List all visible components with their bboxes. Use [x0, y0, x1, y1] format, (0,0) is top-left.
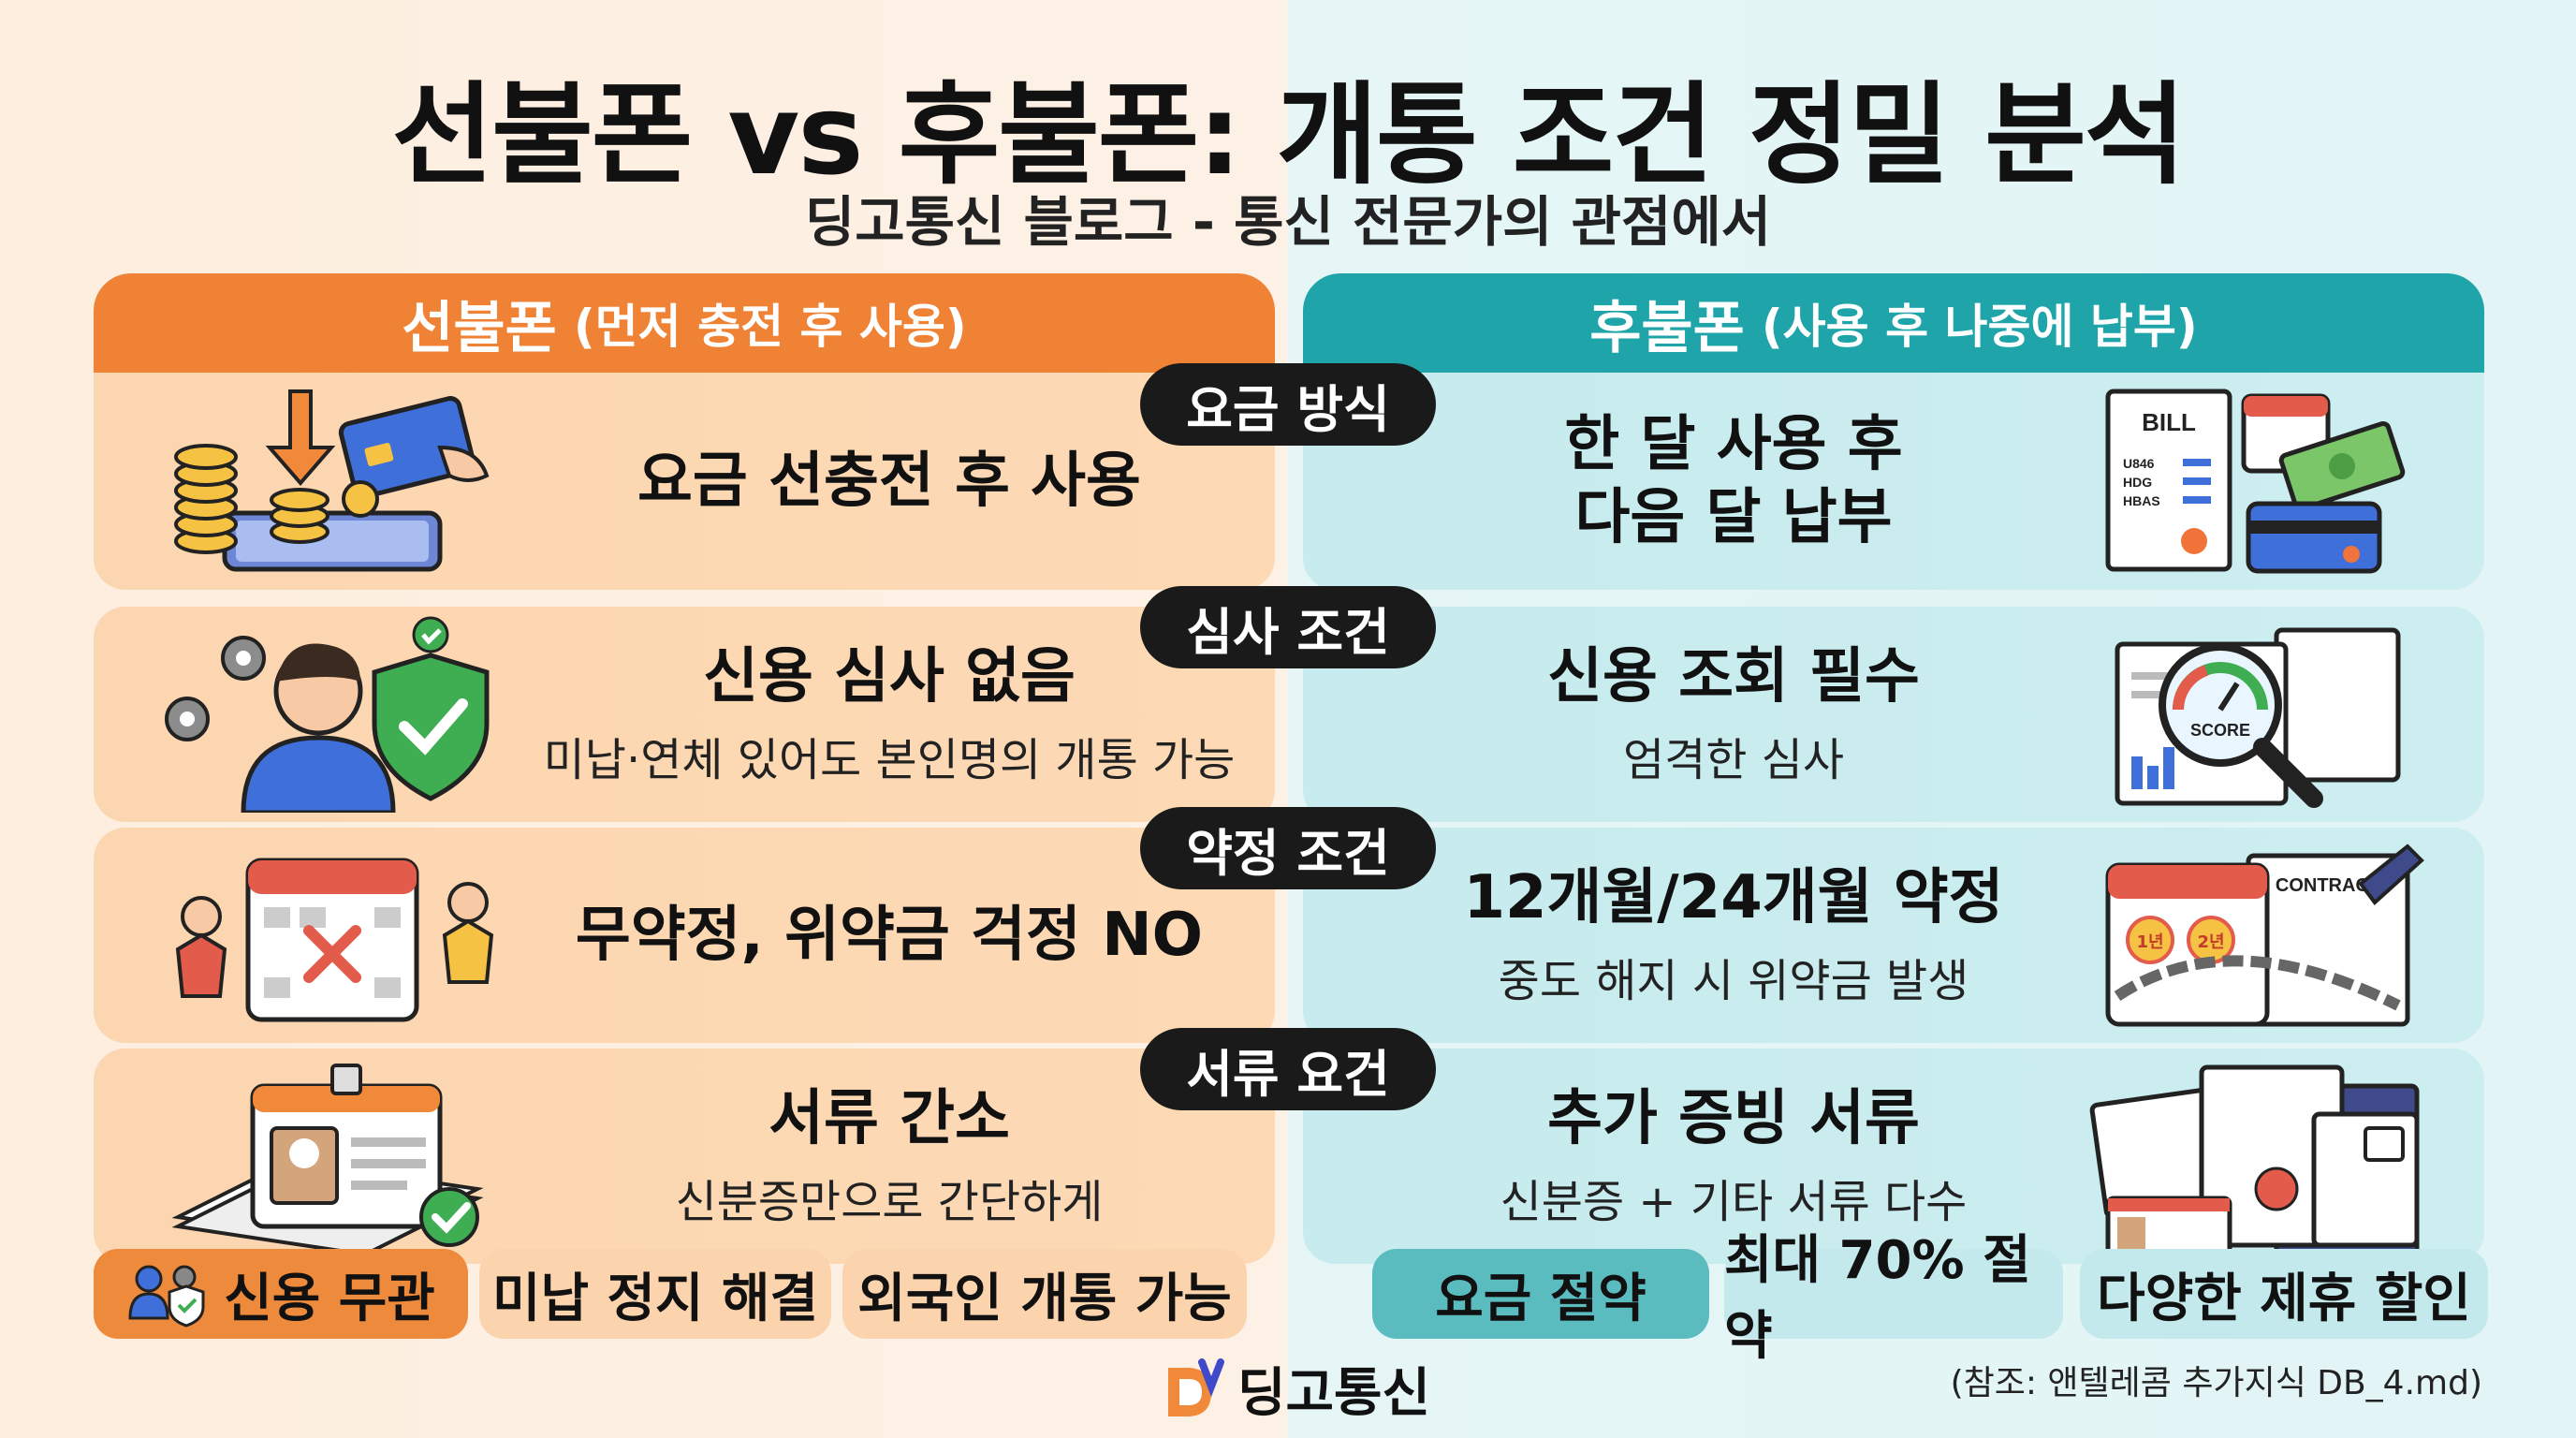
prepaid-screening-text: 신용 심사 없음 — [703, 641, 1076, 712]
calendar-x-celebrate-icon — [175, 858, 494, 1022]
prepaid-documents-sub: 신분증만으로 간단하게 — [675, 1176, 1104, 1229]
tag-credit-irrelevant: 신용 무관 — [94, 1249, 468, 1339]
document-stack-icon — [2089, 1064, 2420, 1255]
id-card-check-icon — [171, 1064, 484, 1255]
postpaid-header-sub: (사용 후 나중에 납부) — [1761, 300, 2198, 354]
contract-badge-2y: 2년 — [2197, 932, 2224, 952]
brand-name: 딩고통신 — [1237, 1362, 1431, 1424]
contract-badge-1y: 1년 — [2136, 932, 2163, 952]
postpaid-screening-sub: 엄격한 심사 — [1622, 734, 1845, 787]
postpaid-documents-text: 추가 증빙 서류 — [1547, 1083, 1920, 1153]
bill-line-1: U846 — [2123, 456, 2155, 471]
prepaid-header: 선불폰 (먼저 충전 후 사용) — [94, 273, 1275, 373]
tag-partner-discount-label: 다양한 제휴 할인 — [2097, 1268, 2471, 1329]
postpaid-row-documents: 추가 증빙 서류 신분증 + 기타 서류 다수 — [1303, 1049, 2484, 1264]
postpaid-row-screening: 신용 조회 필수 엄격한 심사 SCORE — [1303, 607, 2484, 822]
bill-calendar-money-icon: BILL U846 HDG HBAS — [2105, 389, 2406, 574]
postpaid-header: 후불폰 (사용 후 나중에 납부) — [1303, 273, 2484, 373]
reference-note: (참조: 앤텔레콤 추가지식 DB_4.md) — [1950, 1364, 2482, 1402]
coins-card-phone-icon — [174, 389, 490, 572]
category-pill-screening: 심사 조건 — [1140, 586, 1436, 668]
tag-partner-discount: 다양한 제휴 할인 — [2080, 1249, 2488, 1339]
postpaid-billing-line1: 한 달 사용 후 — [1564, 409, 1903, 479]
prepaid-header-sub: (먼저 충전 후 사용) — [573, 300, 967, 354]
tag-foreigner-activation: 외국인 개통 가능 — [842, 1249, 1247, 1339]
bill-label: BILL — [2142, 408, 2196, 436]
prepaid-screening-sub: 미납·연체 있어도 본인명의 개통 가능 — [543, 734, 1236, 787]
postpaid-documents-sub: 신분증 + 기타 서류 다수 — [1500, 1176, 1968, 1229]
contract-label: CONTRACT — [2276, 875, 2380, 896]
contract-chain-calendar-icon: CONTRACT 1년 2년 — [2105, 844, 2424, 1027]
prepaid-documents-text: 서류 간소 — [768, 1083, 1010, 1153]
bill-line-3: HBAS — [2123, 493, 2160, 508]
tag-foreigner-activation-label: 외국인 개통 가능 — [857, 1268, 1232, 1329]
prepaid-billing-text: 요금 선충전 후 사용 — [637, 446, 1141, 516]
tag-fee-saving-label: 요금 절약 — [1435, 1268, 1647, 1329]
prepaid-row-documents: 서류 간소 신분증만으로 간단하게 — [94, 1049, 1275, 1264]
prepaid-contract-text: 무약정, 위약금 걱정 NO — [575, 900, 1204, 970]
tag-credit-irrelevant-label: 신용 무관 — [224, 1268, 435, 1329]
category-pill-contract: 약정 조건 — [1140, 807, 1436, 889]
tag-unpaid-suspension-label: 미납 정지 해결 — [491, 1268, 819, 1329]
prepaid-row-billing: 요금 선충전 후 사용 — [94, 373, 1275, 590]
postpaid-billing-line2: 다음 달 납부 — [1574, 483, 1893, 552]
bill-line-2: HDG — [2123, 475, 2152, 490]
person-shield-check-icon — [165, 616, 490, 813]
postpaid-row-billing: 한 달 사용 후 다음 달 납부 BILL U846 HDG HBAS — [1303, 373, 2484, 590]
prepaid-header-title: 선불폰 — [402, 295, 557, 361]
tag-max-saving-label: 최대 70% 절약 — [1724, 1230, 2031, 1367]
page-title: 선불폰 vs 후불폰: 개통 조건 정밀 분석 — [391, 70, 2187, 199]
prepaid-row-screening: 신용 심사 없음 미납·연체 있어도 본인명의 개통 가능 — [94, 607, 1275, 822]
person-shield-gear-icon — [128, 1265, 205, 1328]
tag-unpaid-suspension: 미납 정지 해결 — [479, 1249, 831, 1339]
postpaid-contract-sub: 중도 해지 시 위약금 발생 — [1498, 955, 1969, 1008]
score-label: SCORE — [2190, 721, 2250, 740]
tag-fee-saving: 요금 절약 — [1372, 1249, 1709, 1339]
postpaid-header-title: 후불폰 — [1589, 295, 1745, 361]
category-pill-documents: 서류 요건 — [1140, 1028, 1436, 1110]
postpaid-screening-text: 신용 조회 필수 — [1547, 641, 1920, 712]
page-subtitle: 딩고통신 블로그 - 통신 전문가의 관점에서 — [804, 190, 1772, 254]
category-pill-billing: 요금 방식 — [1140, 363, 1436, 446]
brand-logo: 딩고통신 — [1161, 1356, 1432, 1424]
prepaid-row-contract: 무약정, 위약금 걱정 NO — [94, 828, 1275, 1043]
credit-score-magnifier-icon: SCORE — [2115, 627, 2401, 808]
postpaid-row-contract: 12개월/24개월 약정 중도 해지 시 위약금 발생 CONTRACT 1년 … — [1303, 828, 2484, 1043]
tag-max-saving: 최대 70% 절약 — [1724, 1230, 2063, 1367]
brand-mark-icon — [1168, 1358, 1224, 1416]
postpaid-contract-text: 12개월/24개월 약정 — [1463, 862, 2004, 932]
